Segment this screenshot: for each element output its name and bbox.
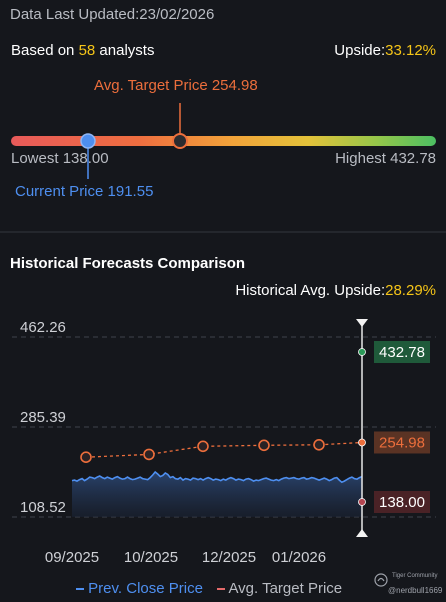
upside-text: Upside:33.12% xyxy=(334,42,436,59)
forecast-high-point xyxy=(358,348,366,356)
updated-label: Data Last Updated: xyxy=(10,6,140,23)
chart-legend: Prev. Close Price Avg. Target Price xyxy=(76,580,342,597)
legend-close-label: Prev. Close Price xyxy=(88,580,203,597)
analyst-count-text: Based on 58 analysts xyxy=(11,42,154,59)
based-on-prefix: Based on xyxy=(11,42,79,59)
tiger-logo-icon xyxy=(374,573,388,587)
forecast-top-marker xyxy=(356,319,368,327)
x-tick-label: 09/2025 xyxy=(45,549,99,566)
forecast-bottom-marker xyxy=(356,529,368,537)
watermark-line2: @nerdbull1669 xyxy=(388,586,443,595)
y-tick-label: 285.39 xyxy=(20,409,66,426)
range-bar xyxy=(11,136,436,146)
historical-upside-text: Historical Avg. Upside:28.29% xyxy=(235,282,436,299)
lowest-label: Lowest 138.00 xyxy=(11,150,109,167)
forecast-avg-box xyxy=(374,431,430,454)
watermark: Tiger Community @nerdbull1669 xyxy=(374,570,444,598)
forecast-avg-point xyxy=(358,438,366,447)
hist-upside-label: Historical Avg. Upside: xyxy=(235,282,386,299)
updated-date: 23/02/2026 xyxy=(139,6,215,23)
current-price-label: Current Price 191.55 xyxy=(15,183,154,200)
upside-value: 33.12% xyxy=(385,42,436,59)
avg-target-point xyxy=(197,440,209,453)
avg-target-label: Avg. Target Price 254.98 xyxy=(94,77,258,94)
based-on-suffix: analysts xyxy=(95,42,155,59)
forecast-low-point xyxy=(358,498,366,506)
highest-label: Highest 432.78 xyxy=(335,150,436,167)
x-tick-label: 12/2025 xyxy=(202,549,256,566)
price-range-gauge xyxy=(11,103,436,179)
section-title: Historical Forecasts Comparison xyxy=(10,255,246,272)
y-tick-label: 462.26 xyxy=(20,319,66,336)
x-tick-label: 01/2026 xyxy=(272,549,326,566)
legend-target[interactable]: Avg. Target Price xyxy=(217,580,342,597)
forecast-high-label: 432.78 xyxy=(379,344,425,361)
analyst-count: 58 xyxy=(78,42,96,59)
historical-forecast-chart: 462.26 285.39 108.52 432.78 254.98 138.00 09… xyxy=(12,319,436,566)
avg-target-point xyxy=(258,439,270,452)
legend-close-swatch xyxy=(76,588,84,591)
avg-target-point xyxy=(80,451,92,464)
current-price-marker[interactable] xyxy=(80,133,96,149)
data-updated-text: Data Last Updated:23/02/2026 xyxy=(10,6,214,23)
avg-target-marker[interactable] xyxy=(172,133,188,149)
upside-label: Upside: xyxy=(334,42,386,59)
forecast-low-label: 138.00 xyxy=(379,494,425,511)
close-price-line xyxy=(71,470,363,484)
avg-target-line xyxy=(85,441,363,458)
avg-target-point xyxy=(143,448,155,461)
close-price-area xyxy=(72,472,362,517)
hist-upside-value: 28.29% xyxy=(385,282,436,299)
avg-target-point xyxy=(313,438,325,451)
legend-close[interactable]: Prev. Close Price xyxy=(76,580,207,597)
section-divider xyxy=(0,231,446,233)
forecast-low-box xyxy=(374,490,430,513)
legend-target-label: Avg. Target Price xyxy=(228,580,343,597)
forecast-high-box xyxy=(374,341,430,364)
x-tick-label: 10/2025 xyxy=(124,549,178,566)
forecast-avg-label: 254.98 xyxy=(379,434,425,451)
legend-target-swatch xyxy=(217,588,226,591)
y-tick-label: 108.52 xyxy=(20,499,66,516)
watermark-line1: Tiger Community xyxy=(392,573,438,579)
